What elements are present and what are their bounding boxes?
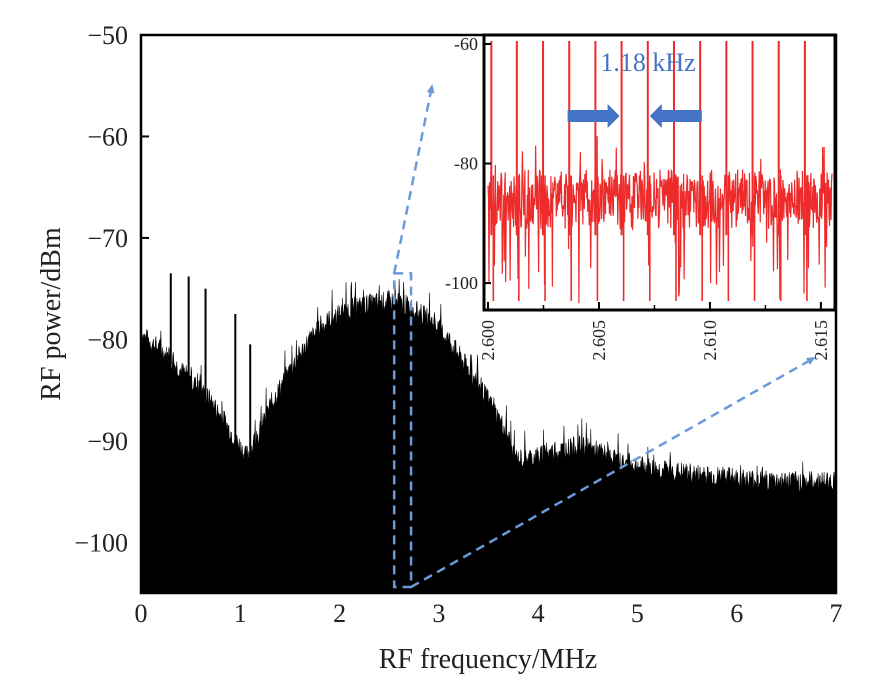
inset-x-tick-label: 2.610 <box>700 320 720 361</box>
main-x-axis-label: RF frequency/MHz <box>379 644 598 675</box>
x-tick-label: 3 <box>432 599 445 628</box>
spectrum-area <box>141 279 836 593</box>
y-tick-label: −100 <box>74 528 128 557</box>
x-tick-label: 1 <box>234 599 247 628</box>
inset-spacing-label: 1.18 kHz <box>600 48 695 77</box>
zoom-region-box <box>392 272 413 589</box>
inset-y-tick-label: -80 <box>454 154 478 174</box>
spectrum-spurs <box>169 273 252 457</box>
main-x-axis: 0 1 2 3 4 5 6 7 <box>135 585 843 628</box>
x-tick-label: 4 <box>532 599 545 628</box>
inset-y-tick-label: -60 <box>454 34 478 54</box>
x-tick-label: 2 <box>333 599 346 628</box>
x-tick-label: 6 <box>730 599 743 628</box>
main-y-axis-label: RF power/dBm <box>36 227 67 401</box>
inset-zoom-chart: 2.600 2.605 2.610 2.615 -60 -80 -100 1.18 kHz <box>445 33 837 361</box>
inset-y-tick-label: -100 <box>445 273 478 293</box>
zoom-arrow-to-inset-bottom <box>410 356 816 589</box>
x-tick-label: 0 <box>135 599 148 628</box>
y-tick-label: −50 <box>87 21 128 50</box>
x-tick-label: 5 <box>631 599 644 628</box>
main-y-axis: −50 −60 −70 −80 −90 −100 <box>74 21 149 557</box>
x-tick-label: 7 <box>830 599 843 628</box>
zoom-arrow-to-inset-top <box>392 84 435 274</box>
inset-red-trace <box>487 40 833 304</box>
inset-x-tick-label: 2.605 <box>589 320 609 361</box>
right-pointing-arrow <box>567 104 620 128</box>
spacing-arrows <box>567 104 702 128</box>
left-pointing-arrow <box>649 104 702 128</box>
inset-y-axis: -60 -80 -100 <box>445 34 491 293</box>
main-spectrum-chart: 0 1 2 3 4 5 6 7 −50 −60 −70 −80 −90 −100 RF frequenc… <box>36 21 843 675</box>
y-tick-label: −80 <box>87 325 128 354</box>
inset-x-tick-label: 2.600 <box>478 320 498 361</box>
inset-plot-frame <box>482 33 837 312</box>
y-tick-label: −70 <box>87 224 128 253</box>
y-tick-label: −60 <box>87 122 128 151</box>
zoom-annotation <box>392 84 816 589</box>
y-tick-label: −90 <box>87 427 128 456</box>
inset-x-axis: 2.600 2.605 2.610 2.615 <box>478 302 831 361</box>
spectrum-fill <box>141 279 836 593</box>
inset-x-tick-label: 2.615 <box>811 320 831 361</box>
